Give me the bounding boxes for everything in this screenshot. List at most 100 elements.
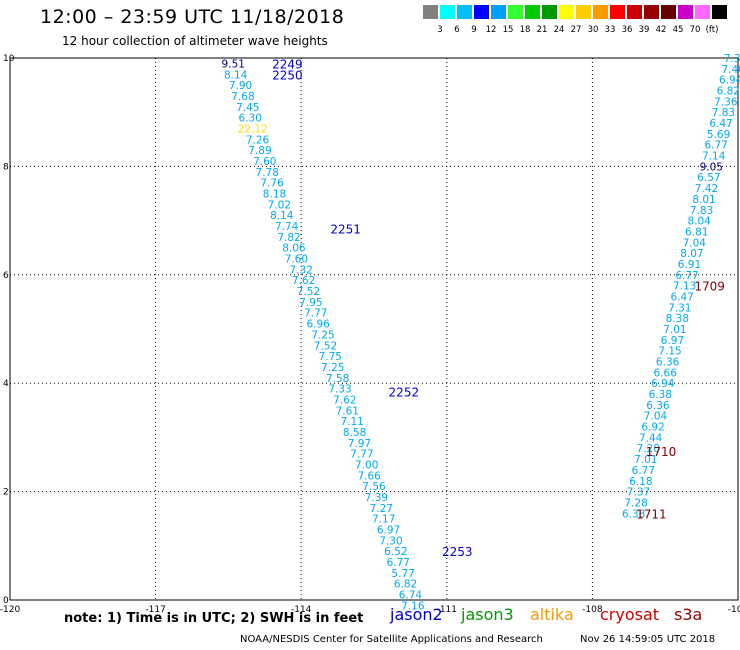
y-tick-label: 0 bbox=[3, 596, 9, 606]
pass-number-label: 1711 bbox=[636, 507, 667, 521]
y-tick-label: 8 bbox=[3, 162, 9, 172]
swh-value: 7.97 bbox=[348, 438, 371, 450]
swh-value: 7.74 bbox=[275, 221, 299, 233]
x-tick-label: -120 bbox=[0, 605, 20, 615]
legend-swatch bbox=[525, 5, 540, 19]
swh-value: 7.00 bbox=[355, 460, 378, 472]
pass-number-label: 2250 bbox=[272, 68, 303, 82]
legend-label: 33 bbox=[604, 25, 616, 35]
swh-value: 6.91 bbox=[678, 259, 701, 271]
swh-value: 8.14 bbox=[224, 69, 248, 81]
swh-value: 7.78 bbox=[256, 167, 279, 179]
swh-value: 7.39 bbox=[365, 492, 388, 504]
swh-value: 6.77 bbox=[675, 270, 698, 282]
x-tick-label: -111 bbox=[437, 605, 457, 615]
swh-value: 6.38 bbox=[649, 389, 672, 401]
legend-label: 6 bbox=[454, 25, 460, 35]
legend-label: 9 bbox=[471, 25, 477, 35]
sat-label-cryosat: cryosat bbox=[600, 605, 660, 624]
swh-value: 7.89 bbox=[248, 145, 271, 157]
swh-value: 7.40 bbox=[721, 64, 740, 76]
swh-value: 8.38 bbox=[666, 313, 689, 325]
sat-label-jason2: jason2 bbox=[390, 605, 443, 624]
legend-swatch bbox=[627, 5, 642, 19]
swh-value: 7.33 bbox=[328, 384, 351, 396]
swh-value: 7.26 bbox=[246, 134, 270, 146]
swh-value: 22.12 bbox=[238, 123, 268, 135]
swh-value: 7.44 bbox=[639, 432, 663, 444]
swh-value: 6.94 bbox=[719, 75, 740, 87]
y-tick-label: 2 bbox=[3, 488, 9, 498]
legend-swatch bbox=[661, 5, 676, 19]
pass-number-label: 2251 bbox=[330, 223, 361, 237]
swh-value: 7.15 bbox=[658, 346, 681, 358]
swh-value: 7.20 bbox=[637, 443, 660, 455]
swh-value: 5.69 bbox=[707, 129, 730, 141]
legend-swatch bbox=[610, 5, 625, 19]
pass-number-label: 1709 bbox=[694, 280, 725, 294]
swh-value: 7.11 bbox=[340, 416, 363, 428]
swh-value: 7.83 bbox=[690, 205, 713, 217]
legend-label: 42 bbox=[655, 25, 667, 35]
swh-value: 6.77 bbox=[704, 140, 727, 152]
swh-value: 6.97 bbox=[661, 335, 684, 347]
legend-swatch bbox=[576, 5, 591, 19]
swh-value: 7.60 bbox=[285, 254, 308, 266]
y-tick-label: 4 bbox=[3, 379, 9, 389]
swh-value: 6.81 bbox=[685, 226, 708, 238]
swh-value: 7.76 bbox=[260, 178, 284, 190]
swh-value: 7.42 bbox=[695, 183, 718, 195]
swh-value: 9.51 bbox=[222, 58, 245, 70]
swh-value: 7.75 bbox=[319, 351, 342, 363]
pass-number-label: 2249 bbox=[272, 57, 303, 71]
swh-value: 7.01 bbox=[634, 454, 657, 466]
swh-value: 7.37 bbox=[627, 487, 650, 499]
legend-label: 12 bbox=[485, 25, 497, 35]
swh-value: 6.92 bbox=[641, 422, 664, 434]
legend-label: 36 bbox=[621, 25, 633, 35]
swh-value: 7.04 bbox=[683, 237, 707, 249]
legend-swatch bbox=[474, 5, 489, 19]
footer-note: note: 1) Time is in UTC; 2) SWH is in fe… bbox=[64, 611, 364, 626]
swh-value: 6.57 bbox=[697, 172, 720, 184]
swh-value: 6.66 bbox=[654, 367, 678, 379]
swh-value: 7.61 bbox=[336, 405, 359, 417]
swh-value: 7.30 bbox=[724, 53, 740, 65]
x-tick-label: -114 bbox=[291, 605, 312, 615]
legend-swatch bbox=[559, 5, 574, 19]
swh-value: 7.60 bbox=[253, 156, 276, 168]
swh-value: 6.77 bbox=[632, 465, 655, 477]
swh-value: 7.04 bbox=[644, 411, 668, 423]
swh-value: 9.05 bbox=[700, 161, 723, 173]
swh-value: 6.94 bbox=[651, 378, 675, 390]
swh-value: 7.45 bbox=[236, 102, 259, 114]
legend-label: 70 bbox=[689, 25, 701, 35]
swh-value: 7.52 bbox=[314, 340, 337, 352]
swh-value: 7.58 bbox=[326, 373, 349, 385]
swh-value: 7.01 bbox=[663, 324, 686, 336]
swh-value: 6.96 bbox=[306, 319, 330, 331]
swh-value: 7.52 bbox=[297, 286, 320, 298]
swh-value: 7.90 bbox=[229, 80, 252, 92]
swh-value: 7.83 bbox=[712, 107, 735, 119]
x-tick-label: -108 bbox=[582, 605, 603, 615]
swh-value: 6.18 bbox=[629, 476, 652, 488]
legend-label: 24 bbox=[553, 25, 565, 35]
legend-label: 15 bbox=[502, 25, 514, 35]
plot-frame bbox=[9, 57, 739, 601]
legend-swatch bbox=[440, 5, 455, 19]
swh-value: 7.77 bbox=[350, 449, 373, 461]
legend-swatch bbox=[457, 5, 472, 19]
swh-value: 7.30 bbox=[379, 535, 402, 547]
legend-swatch bbox=[593, 5, 608, 19]
swh-value: 6.74 bbox=[399, 590, 423, 602]
legend-label: 27 bbox=[570, 25, 582, 35]
x-tick-label: -105 bbox=[728, 605, 740, 615]
swh-value: 7.13 bbox=[673, 281, 696, 293]
swh-value: 6.38 bbox=[622, 508, 645, 520]
legend-label: 39 bbox=[638, 25, 650, 35]
legend-swatch bbox=[423, 5, 438, 19]
sat-label-altika: altika bbox=[530, 605, 574, 624]
swh-value: 7.25 bbox=[311, 329, 334, 341]
